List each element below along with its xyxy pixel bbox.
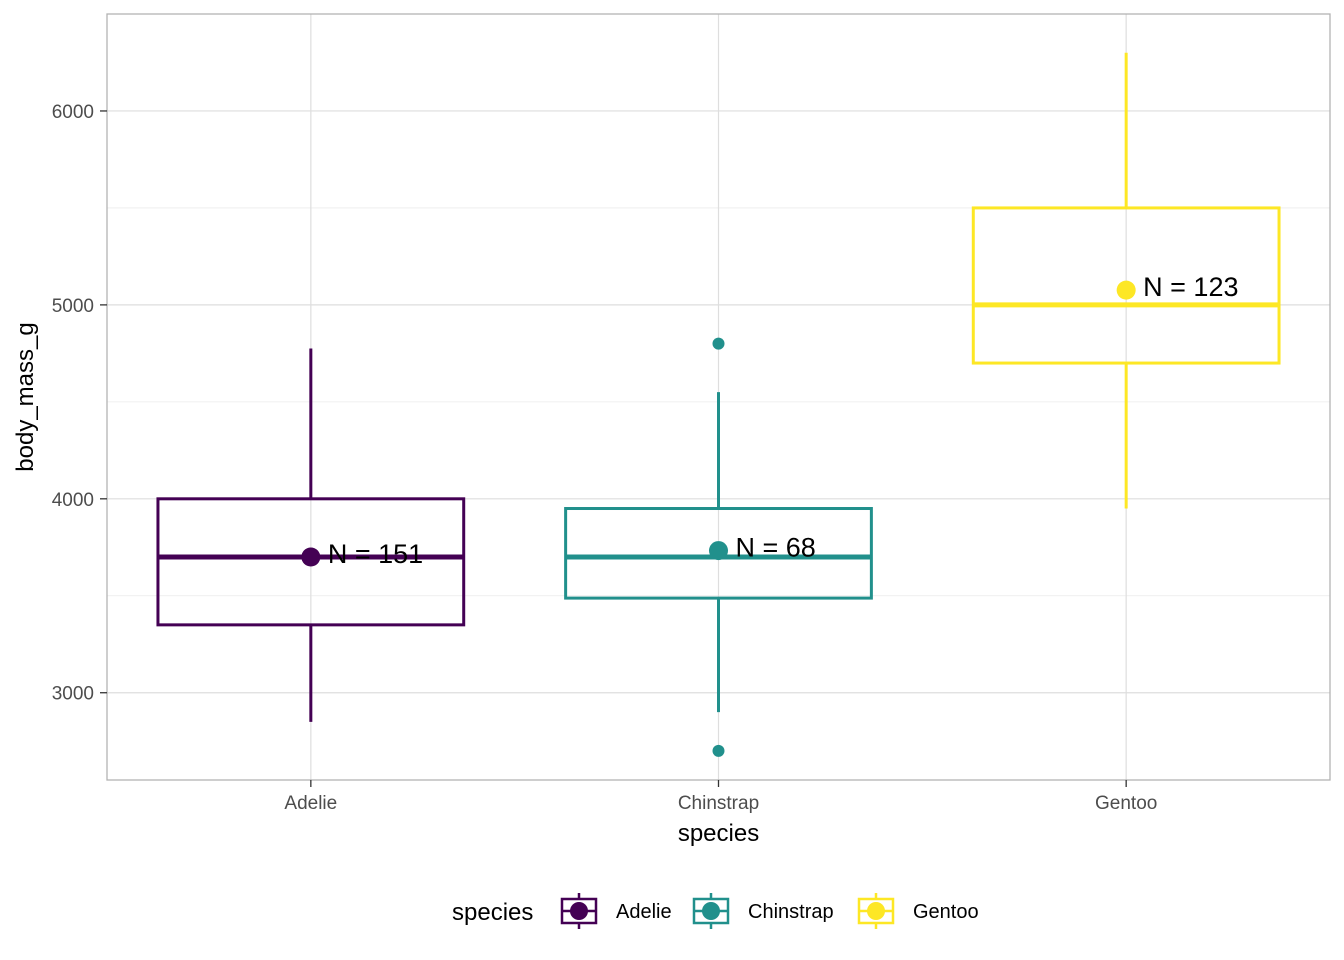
x-tick-label: Chinstrap	[678, 793, 759, 814]
box	[971, 206, 1281, 365]
box	[156, 497, 466, 627]
x-tick-label: Adelie	[284, 793, 337, 814]
box-group-chinstrap: N = 68	[564, 337, 873, 757]
n-label: N = 123	[1143, 272, 1238, 302]
outlier-point	[712, 744, 725, 757]
legend-key-gentoo	[857, 893, 895, 929]
legend-label: Chinstrap	[748, 901, 834, 923]
mean-point	[1116, 280, 1136, 300]
mean-point	[709, 541, 728, 561]
legend-title: species	[452, 899, 533, 926]
mean-point	[301, 547, 321, 567]
axis-layer: 3000 4000 5000 6000 Adelie Chinstrap Gentoo	[52, 102, 1158, 814]
box-group-gentoo: N = 123	[971, 52, 1281, 509]
y-tick-label: 6000	[52, 102, 94, 123]
box	[564, 507, 873, 600]
y-tick-label: 4000	[52, 490, 94, 511]
y-axis-title: body_mass_g	[12, 322, 39, 471]
legend-point	[570, 902, 588, 920]
n-label: N = 151	[328, 539, 423, 569]
box-group-adelie: N = 151	[156, 348, 466, 722]
legend-key-chinstrap	[692, 893, 730, 929]
x-axis-title: species	[678, 820, 759, 847]
legend: species Adelie Chinstrap Gentoo	[452, 893, 979, 929]
outlier-point	[712, 337, 725, 350]
box-layer: N = 151 N = 68 N = 123	[156, 52, 1281, 757]
legend-point	[702, 902, 720, 920]
legend-key-adelie	[560, 893, 598, 929]
x-tick-label: Gentoo	[1095, 793, 1157, 814]
y-tick-label: 3000	[52, 684, 94, 705]
legend-point	[867, 902, 885, 920]
legend-label: Adelie	[616, 901, 672, 923]
n-label: N = 68	[736, 533, 816, 563]
legend-label: Gentoo	[913, 901, 979, 923]
y-tick-label: 5000	[52, 296, 94, 317]
